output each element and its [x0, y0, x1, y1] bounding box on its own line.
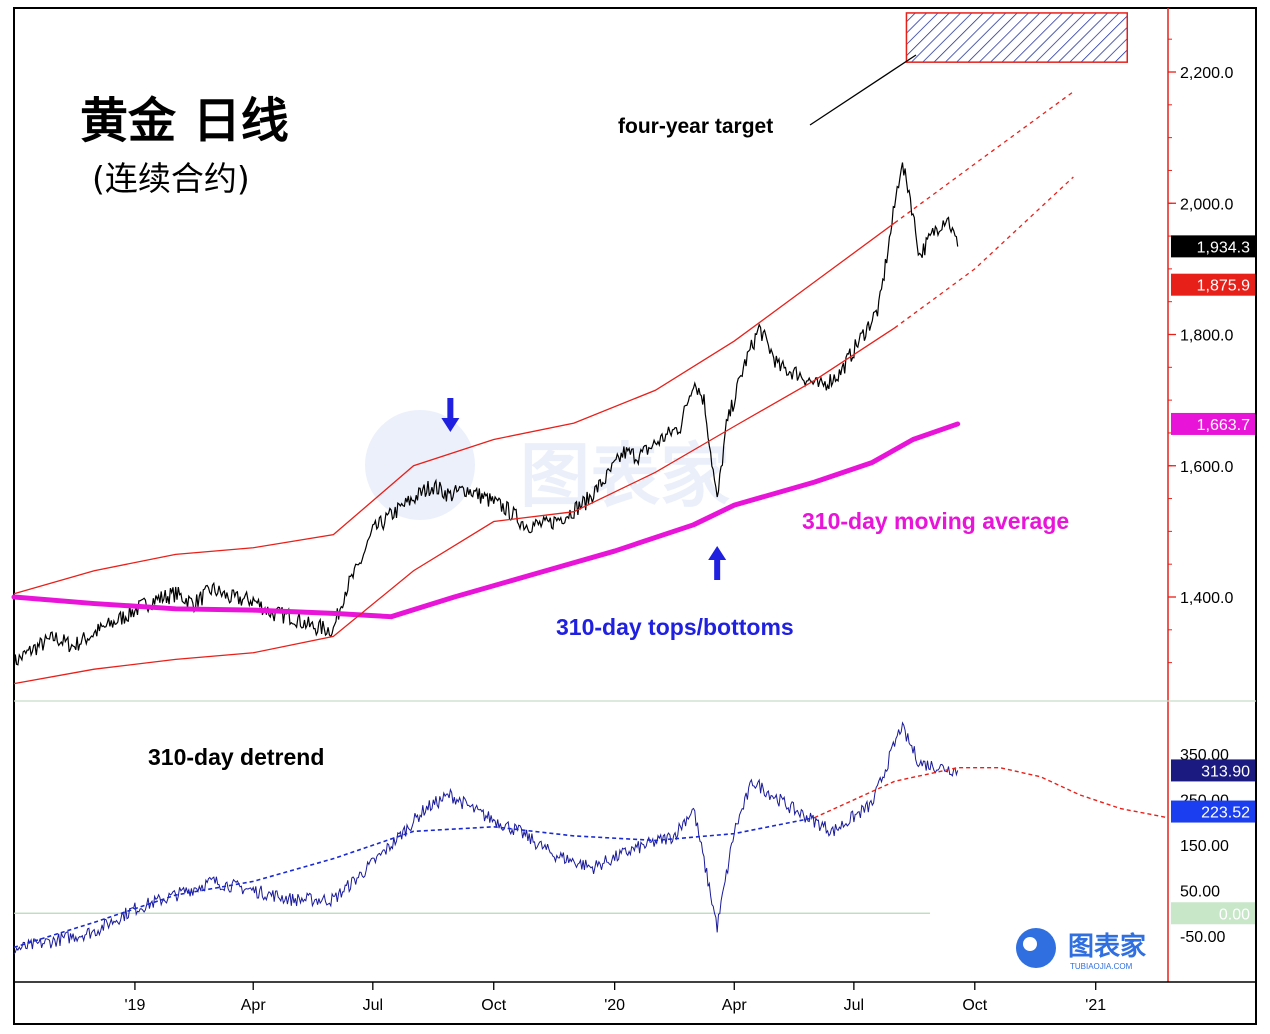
detrend-line [13, 721, 959, 955]
band-lower-projection-line [894, 176, 1074, 329]
price-y-ticks: 2,200.0 2,000.0 1,800.0 1,600.0 1,400.0 [1168, 38, 1233, 664]
band-upper-projection-line [894, 91, 1074, 224]
detrend-tick-label: 150.00 [1180, 838, 1229, 855]
brand-logo: 图表家 TUBIAOJIA.COM [1016, 928, 1146, 971]
detrend-panel [13, 721, 1169, 955]
time-tick-label: Oct [481, 997, 506, 1014]
price-tick-label: 1,600.0 [1180, 459, 1233, 476]
detrend-label-text: 223.52 [1201, 805, 1250, 822]
price-tick-label: 2,200.0 [1180, 65, 1233, 82]
price-label-box [1171, 273, 1255, 296]
moving-average-line [11, 421, 961, 620]
moving-average-label: 310-day moving average [802, 508, 1069, 534]
price-label-box [1171, 235, 1255, 258]
detrend-tick-label: 50.00 [1180, 884, 1220, 901]
target-pointer-line [809, 54, 917, 126]
cycle-arrow-down [441, 398, 460, 432]
brand-logo-subtext: TUBIAOJIA.COM [1070, 962, 1133, 971]
detrend-label-text: 0.00 [1219, 906, 1250, 923]
detrend-label-box [1171, 759, 1255, 782]
time-tick-label: Apr [241, 997, 267, 1014]
band-upper-solid-line [13, 222, 896, 595]
cycle-label: 310-day tops/bottoms [556, 614, 794, 640]
chart-frame [13, 7, 1257, 1025]
time-tick-label: Apr [722, 997, 748, 1014]
band-lower-solid-line [13, 327, 895, 685]
time-tick-label: Oct [962, 997, 987, 1014]
detrend-label-text: 313.90 [1201, 763, 1250, 780]
price-line [13, 162, 959, 672]
brand-head-icon [1016, 928, 1056, 968]
detrend-tick-label: -50.00 [1180, 929, 1225, 946]
brand-logo-text: 图表家 [1068, 931, 1146, 962]
detrend-projection-line [814, 766, 1169, 819]
four-year-target-label: four-year target [618, 115, 773, 138]
time-tick-label: Jul [844, 997, 864, 1014]
price-label-text: 1,663.7 [1197, 417, 1250, 434]
detrend-label-box [1171, 902, 1255, 925]
price-label-text: 1,875.9 [1197, 278, 1250, 295]
price-label-box [1171, 412, 1255, 435]
price-panel [11, 12, 1129, 685]
chart-subtitle: (连续合约) [92, 159, 250, 198]
detrend-value-labels: 313.90 223.52 0.00 [1171, 759, 1255, 925]
time-tick-label: '21 [1085, 997, 1106, 1014]
price-tick-label: 2,000.0 [1180, 196, 1233, 213]
price-tick-label: 1,800.0 [1180, 328, 1233, 345]
cycle-arrow-up [708, 546, 727, 580]
four-year-target-box [905, 12, 1129, 63]
detrend-label: 310-day detrend [148, 744, 324, 770]
time-x-ticks: '19 Apr Jul Oct '20 Apr Jul Oct '21 [124, 982, 1106, 1014]
time-tick-label: Jul [363, 997, 383, 1014]
chart-title: 黄金 日线 [80, 93, 289, 149]
detrend-smooth-line [13, 816, 815, 949]
price-tick-label: 1,400.0 [1180, 590, 1233, 607]
price-labels: 1,934.3 1,875.9 1,663.7 [1171, 235, 1255, 435]
price-label-text: 1,934.3 [1197, 239, 1250, 256]
time-tick-label: '19 [124, 997, 145, 1014]
detrend-label-box [1171, 800, 1255, 823]
time-tick-label: '20 [604, 997, 625, 1014]
